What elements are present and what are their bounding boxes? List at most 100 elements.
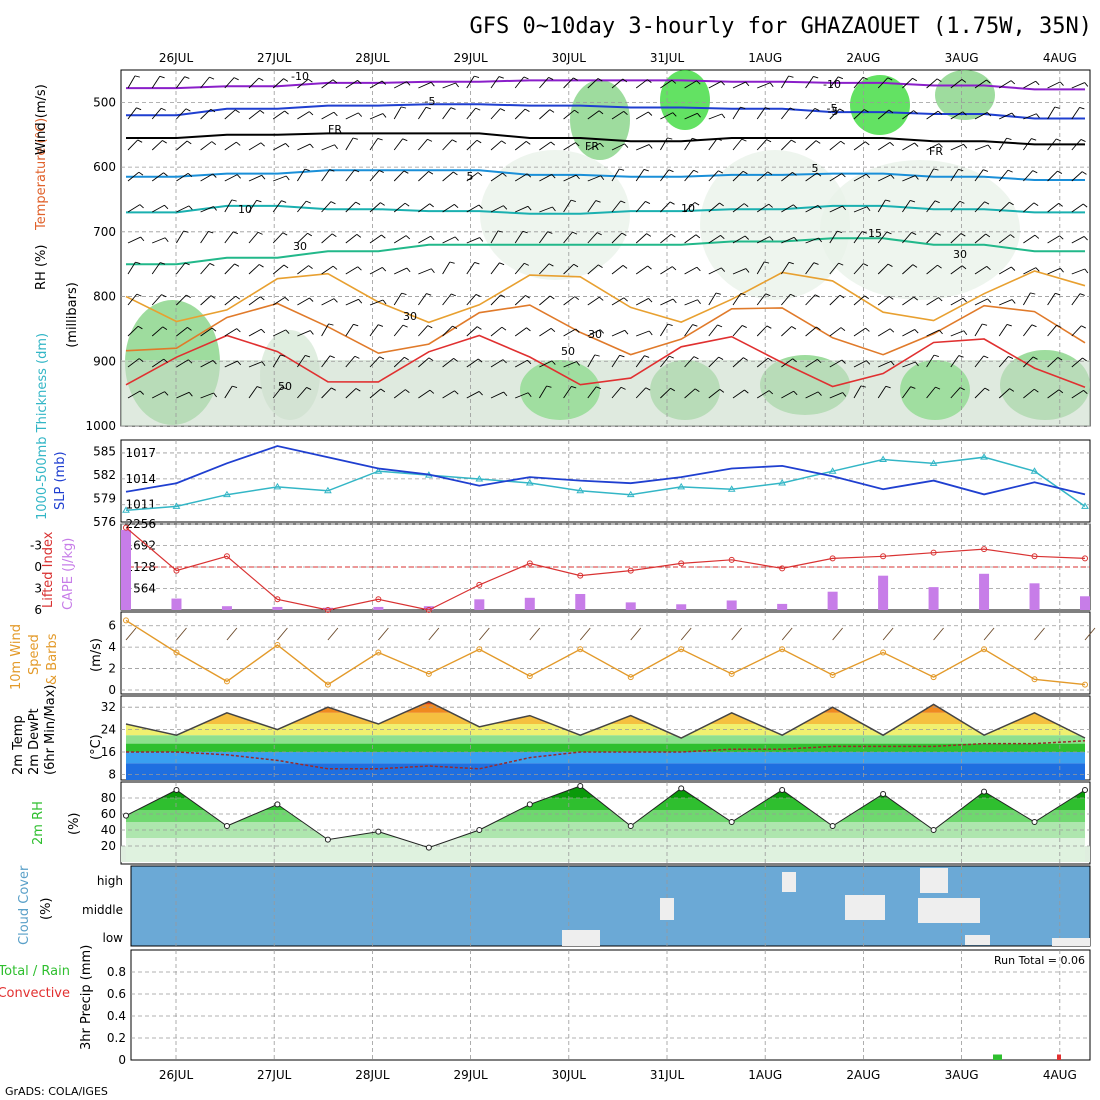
x-tick-label-top: 26JUL [159, 51, 194, 65]
wind-barb [304, 168, 310, 171]
wind-barb [404, 202, 410, 207]
wind-barb [442, 82, 456, 89]
isotherm-label: 50 [561, 345, 575, 358]
svg-text:(6hr Min/Max): (6hr Min/Max) [43, 685, 58, 775]
wind-barb [1071, 203, 1084, 213]
wind-barb [636, 144, 650, 151]
wind-barb [514, 231, 524, 244]
wind-barb [960, 233, 966, 237]
wind-barb [1010, 234, 1015, 238]
wind-barb [176, 172, 189, 182]
wind-barb [877, 199, 886, 213]
wind-barb [258, 77, 264, 81]
wind-barb [224, 328, 237, 337]
wind-barb [838, 76, 844, 80]
wind-barb [137, 325, 143, 330]
wind-barb [330, 201, 336, 205]
wind-barb [210, 108, 216, 113]
wind-barb [200, 141, 213, 151]
wind-barb [297, 168, 306, 182]
wind-barb [890, 174, 895, 179]
wind-barb [745, 268, 750, 273]
isotherm-line [126, 132, 1085, 146]
wind-barb [708, 170, 719, 182]
wind-barb [406, 81, 411, 86]
li-tick: -3 [30, 539, 42, 553]
wind-barb [841, 173, 846, 178]
wind-barb [188, 359, 193, 364]
wind-barb [732, 138, 743, 151]
wind10m-ylabel: 10m Wind Speed & Barbs [9, 624, 60, 690]
wind-barb [962, 111, 967, 116]
x-tick-label-bottom: 3AUG [945, 1068, 979, 1082]
wind-barb [151, 294, 162, 306]
li-tick: 6 [34, 603, 42, 617]
wind-barb [1059, 235, 1064, 240]
wind-barb [382, 113, 387, 118]
cape-bar [121, 529, 131, 610]
wind-barb [814, 108, 820, 111]
wind-barb [466, 326, 478, 337]
wind-barb [474, 75, 480, 78]
wind-point [476, 646, 483, 653]
wind-barb [791, 326, 797, 330]
wind-barb [1033, 202, 1039, 206]
wind-barb [164, 391, 169, 396]
wind-barb [646, 233, 652, 237]
wind-barb [394, 267, 408, 275]
wind-barb [635, 298, 649, 306]
wind-barb [910, 386, 916, 389]
wind-barb [248, 328, 262, 337]
wind-barb [938, 329, 943, 335]
wind-barb [355, 201, 361, 205]
wind-barb [696, 80, 701, 85]
wind-barb [959, 387, 965, 391]
cape-bar [423, 606, 434, 610]
wind-barb [974, 387, 986, 399]
thickness-point [727, 485, 736, 492]
wind-barb [309, 330, 314, 335]
cape-bar [979, 573, 990, 610]
wind-barb [684, 356, 695, 368]
wind-point [274, 642, 281, 648]
wind-barb [715, 292, 721, 295]
wind-barb [272, 296, 286, 306]
warm-contour [125, 334, 1086, 388]
wind-barb [176, 262, 186, 275]
cape-bar [726, 600, 737, 610]
wind-barb [732, 106, 741, 120]
wind-barb [382, 267, 387, 272]
li-tick: 0 [34, 560, 42, 574]
wind-barb [515, 392, 529, 399]
wind-point [123, 617, 129, 624]
wind-barb [999, 299, 1013, 306]
wind-barb [1035, 267, 1040, 272]
wind-barb [805, 294, 816, 306]
temp-band [126, 752, 1085, 764]
wind-barb [357, 266, 362, 271]
wind-barb [134, 75, 140, 78]
wind-barb [587, 232, 598, 244]
wind-barb [598, 264, 603, 268]
wind-barb [354, 169, 360, 173]
wind-barb [983, 355, 989, 359]
wind-barb [888, 296, 894, 300]
precip-tick: 0.8 [107, 965, 126, 979]
rh-ylabel: RH (%) [34, 245, 49, 290]
wind-barb [950, 169, 959, 182]
thickness-point [828, 467, 837, 474]
wind-barb [985, 233, 991, 238]
wind-barb [428, 357, 434, 361]
wind-point [526, 673, 533, 680]
cape-bar [1080, 596, 1090, 610]
wind-barb [272, 232, 284, 244]
wind-barb [805, 76, 814, 89]
wind-barb [466, 172, 479, 182]
wind-barb [466, 204, 480, 213]
wind-barb [260, 142, 265, 147]
x-tick-label-top: 1AUG [748, 51, 782, 65]
wind-barb [861, 231, 867, 234]
wind-barb [716, 138, 722, 141]
x-tick-label-bottom: 30JUL [552, 1068, 587, 1082]
wind-barb [693, 356, 699, 360]
